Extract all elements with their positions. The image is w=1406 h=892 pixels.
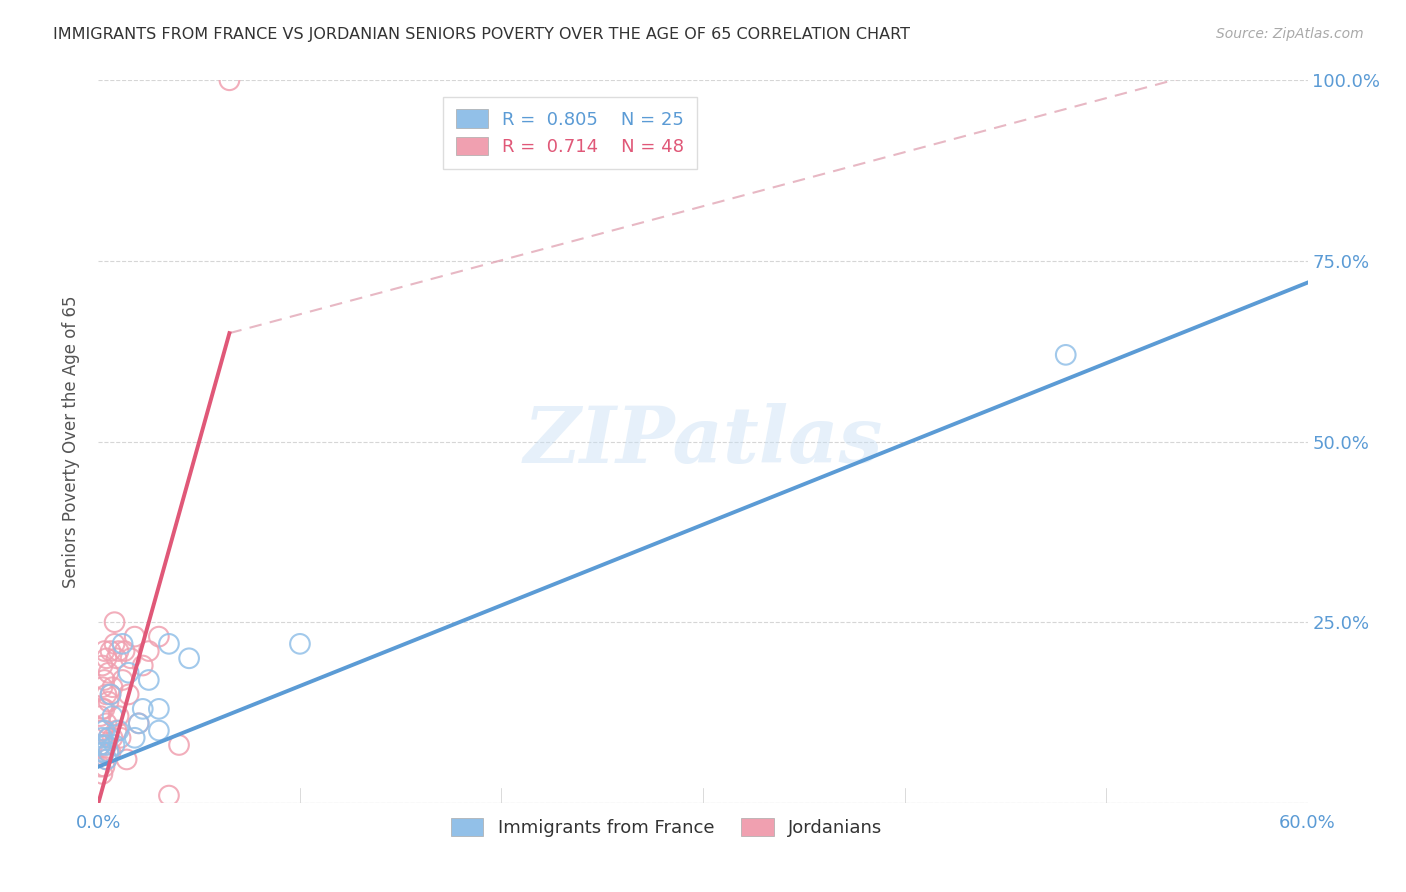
Point [96,738,118,752]
Point [118,687,141,701]
Point [89,738,111,752]
Point [91,680,114,694]
Point [91,658,114,673]
Point [101,680,124,694]
Point [128,716,150,731]
Point [115,752,138,766]
Point [96,651,118,665]
Point [167,738,190,752]
Point [96,752,118,766]
Point [132,658,155,673]
Point [93,723,115,738]
Point [105,651,128,665]
Point [101,731,124,745]
Point [138,644,160,658]
Point [107,709,129,723]
Point [101,709,124,723]
Point [93,702,115,716]
Point [100,687,122,701]
Point [89,738,111,752]
Legend: Immigrants from France, Jordanians: Immigrants from France, Jordanians [444,811,890,845]
Point [97,731,120,745]
Point [96,752,118,766]
Point [107,644,129,658]
Point [110,731,132,745]
Point [128,716,150,731]
Point [148,702,170,716]
Point [218,73,240,87]
Point [89,760,111,774]
Point [91,745,114,759]
Point [148,723,170,738]
Text: IMMIGRANTS FROM FRANCE VS JORDANIAN SENIORS POVERTY OVER THE AGE OF 65 CORRELATI: IMMIGRANTS FROM FRANCE VS JORDANIAN SENI… [53,27,911,42]
Point [179,651,201,665]
Point [288,637,311,651]
Point [111,637,134,651]
Point [114,644,136,658]
Point [89,723,111,738]
Point [118,665,141,680]
Point [105,723,128,738]
Point [91,767,114,781]
Y-axis label: Seniors Poverty Over the Age of 65: Seniors Poverty Over the Age of 65 [62,295,80,588]
Point [96,687,118,701]
Point [138,673,160,687]
Point [132,702,155,716]
Point [100,745,122,759]
Point [97,665,120,680]
Point [157,637,180,651]
Point [97,731,120,745]
Point [89,709,111,723]
Point [91,731,114,745]
Point [96,716,118,731]
Text: ZIPatlas: ZIPatlas [523,403,883,480]
Point [1054,348,1077,362]
Point [100,687,122,701]
Point [111,673,134,687]
Point [91,723,114,738]
Point [107,723,129,738]
Point [157,789,180,803]
Point [100,644,122,658]
Point [93,745,115,759]
Point [103,637,125,651]
Point [148,630,170,644]
Point [120,651,142,665]
Point [124,630,146,644]
Point [93,673,115,687]
Point [93,760,115,774]
Text: Source: ZipAtlas.com: Source: ZipAtlas.com [1216,27,1364,41]
Point [97,745,120,759]
Point [124,731,146,745]
Point [93,738,115,752]
Point [103,738,125,752]
Point [103,615,125,630]
Point [91,702,114,716]
Point [93,644,115,658]
Point [97,695,120,709]
Point [97,745,120,759]
Point [91,745,114,759]
